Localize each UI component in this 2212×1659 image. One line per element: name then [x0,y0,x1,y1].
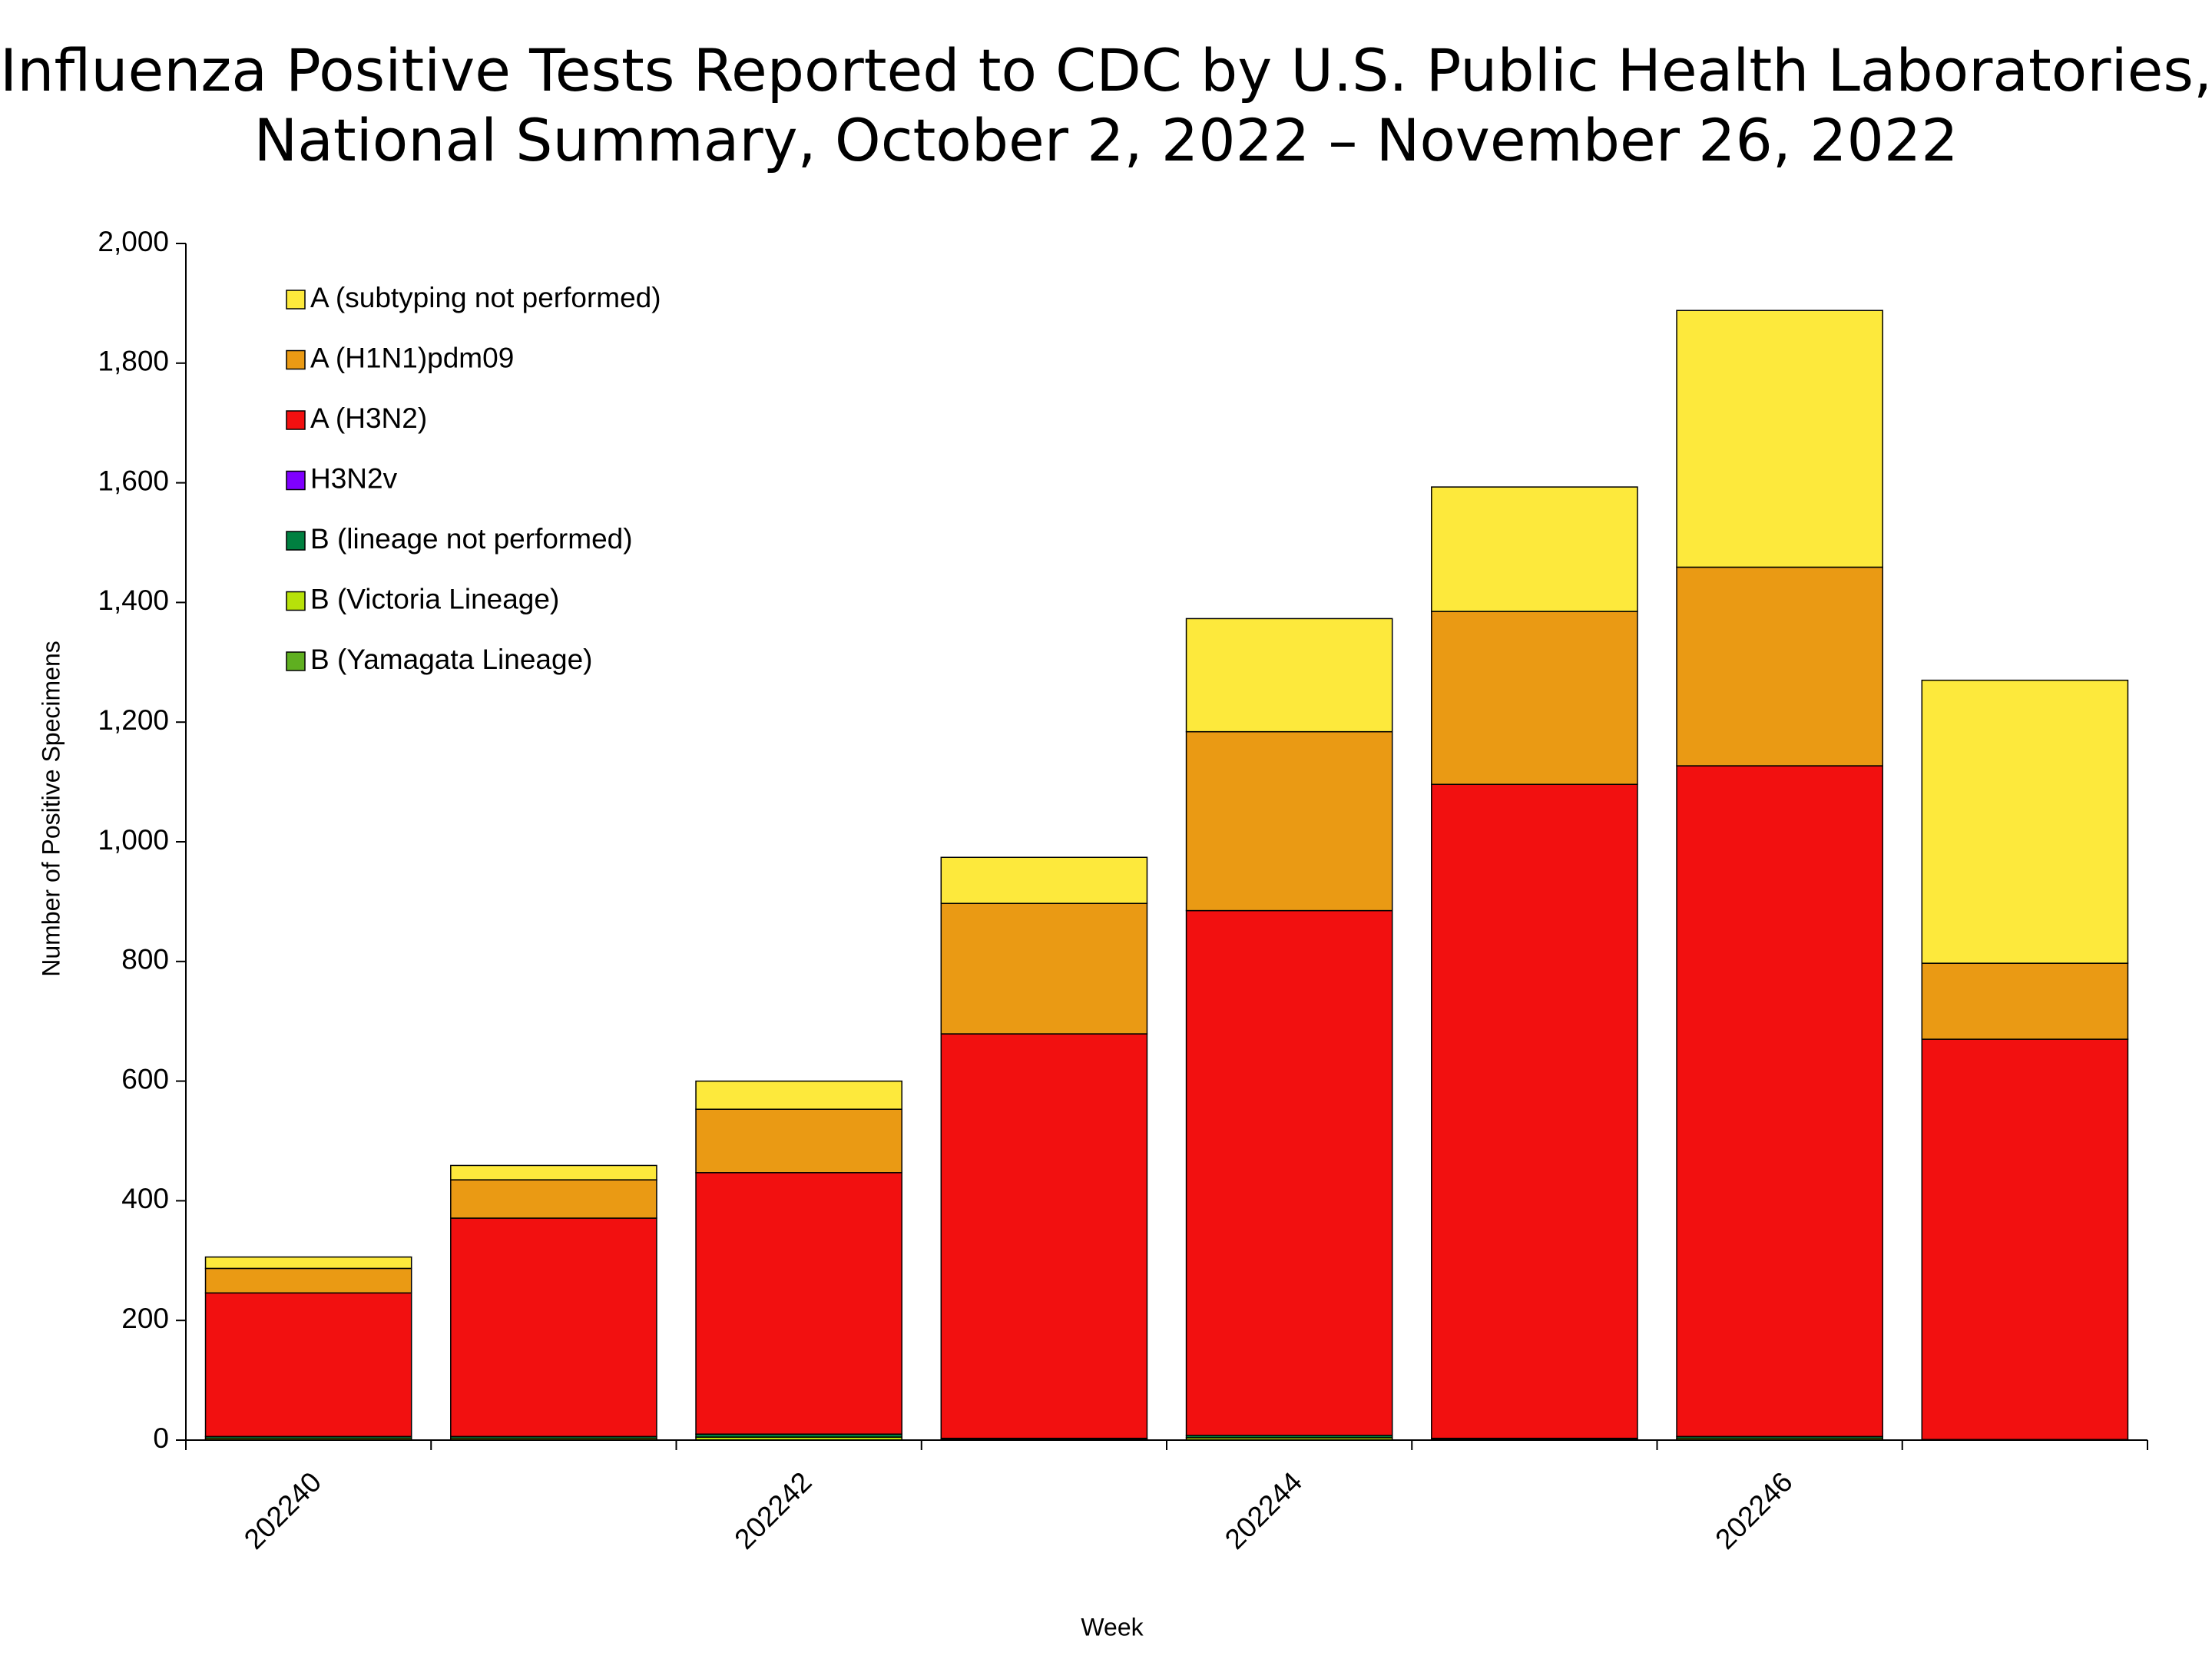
bar-segment [695,1108,902,1174]
bar-segment [1185,909,1393,1436]
legend-label: B (lineage not performed) [310,523,633,555]
bar-segment [1921,962,2129,1040]
bar-segment [695,1080,902,1110]
y-tick-label: 200 [121,1303,169,1334]
bar-segment [695,1172,902,1435]
legend-label: H3N2v [310,462,398,494]
bar-segment [450,1217,657,1438]
bar-segment [204,1256,412,1270]
legend-swatch [286,651,306,671]
y-tick-label: 2,000 [98,226,169,257]
y-tick-label: 1,000 [98,824,169,856]
chart-title: National Summary, October 2, 2022 – Nove… [253,106,1958,174]
y-tick-label: 400 [121,1183,169,1214]
legend-label: A (H1N1)pdm09 [310,342,514,373]
bar-segment [1921,679,2129,964]
bar-segment [450,1179,657,1219]
bar-segment [1921,1038,2129,1440]
legend-label: B (Yamagata Lineage) [310,644,593,675]
x-axis-label: Week [1081,1613,1144,1641]
bar-segment [940,1033,1148,1439]
bar-segment [1676,310,1883,568]
y-tick-label: 600 [121,1063,169,1094]
legend-label: A (subtyping not performed) [310,282,661,313]
bar-segment [204,1267,412,1294]
legend-swatch [286,290,306,310]
bar-segment [940,902,1148,1035]
legend-swatch [286,410,306,430]
legend-swatch [286,470,306,491]
bar-segment [1185,730,1393,912]
legend-swatch [286,349,306,370]
bar-segment [1431,486,1638,612]
y-tick-label: 800 [121,944,169,975]
bar-segment [1676,765,1883,1438]
y-tick-label: 1,600 [98,465,169,496]
x-tick-label: 202244 [1219,1466,1308,1555]
y-tick-label: 0 [153,1422,169,1454]
chart-title: Influenza Positive Tests Reported to CDC… [0,36,2212,104]
y-axis-label: Number of Positive Specimens [37,641,65,977]
x-tick-label: 202240 [238,1466,327,1555]
bar-segment [450,1164,657,1181]
legend-swatch [286,591,306,611]
legend-swatch [286,531,306,551]
bar-segment [1431,611,1638,785]
y-tick-label: 1,800 [98,346,169,377]
bar-segment [1431,783,1638,1439]
y-tick-label: 1,200 [98,704,169,736]
x-tick-label: 202242 [728,1466,817,1555]
bar-segment [1676,566,1883,767]
y-tick-label: 1,400 [98,584,169,616]
bar-segment [204,1292,412,1438]
bar-segment [1185,618,1393,733]
legend-label: B (Victoria Lineage) [310,583,559,614]
bar-segment [940,856,1148,904]
x-tick-label: 202246 [1709,1466,1798,1555]
legend-label: A (H3N2) [310,402,427,434]
